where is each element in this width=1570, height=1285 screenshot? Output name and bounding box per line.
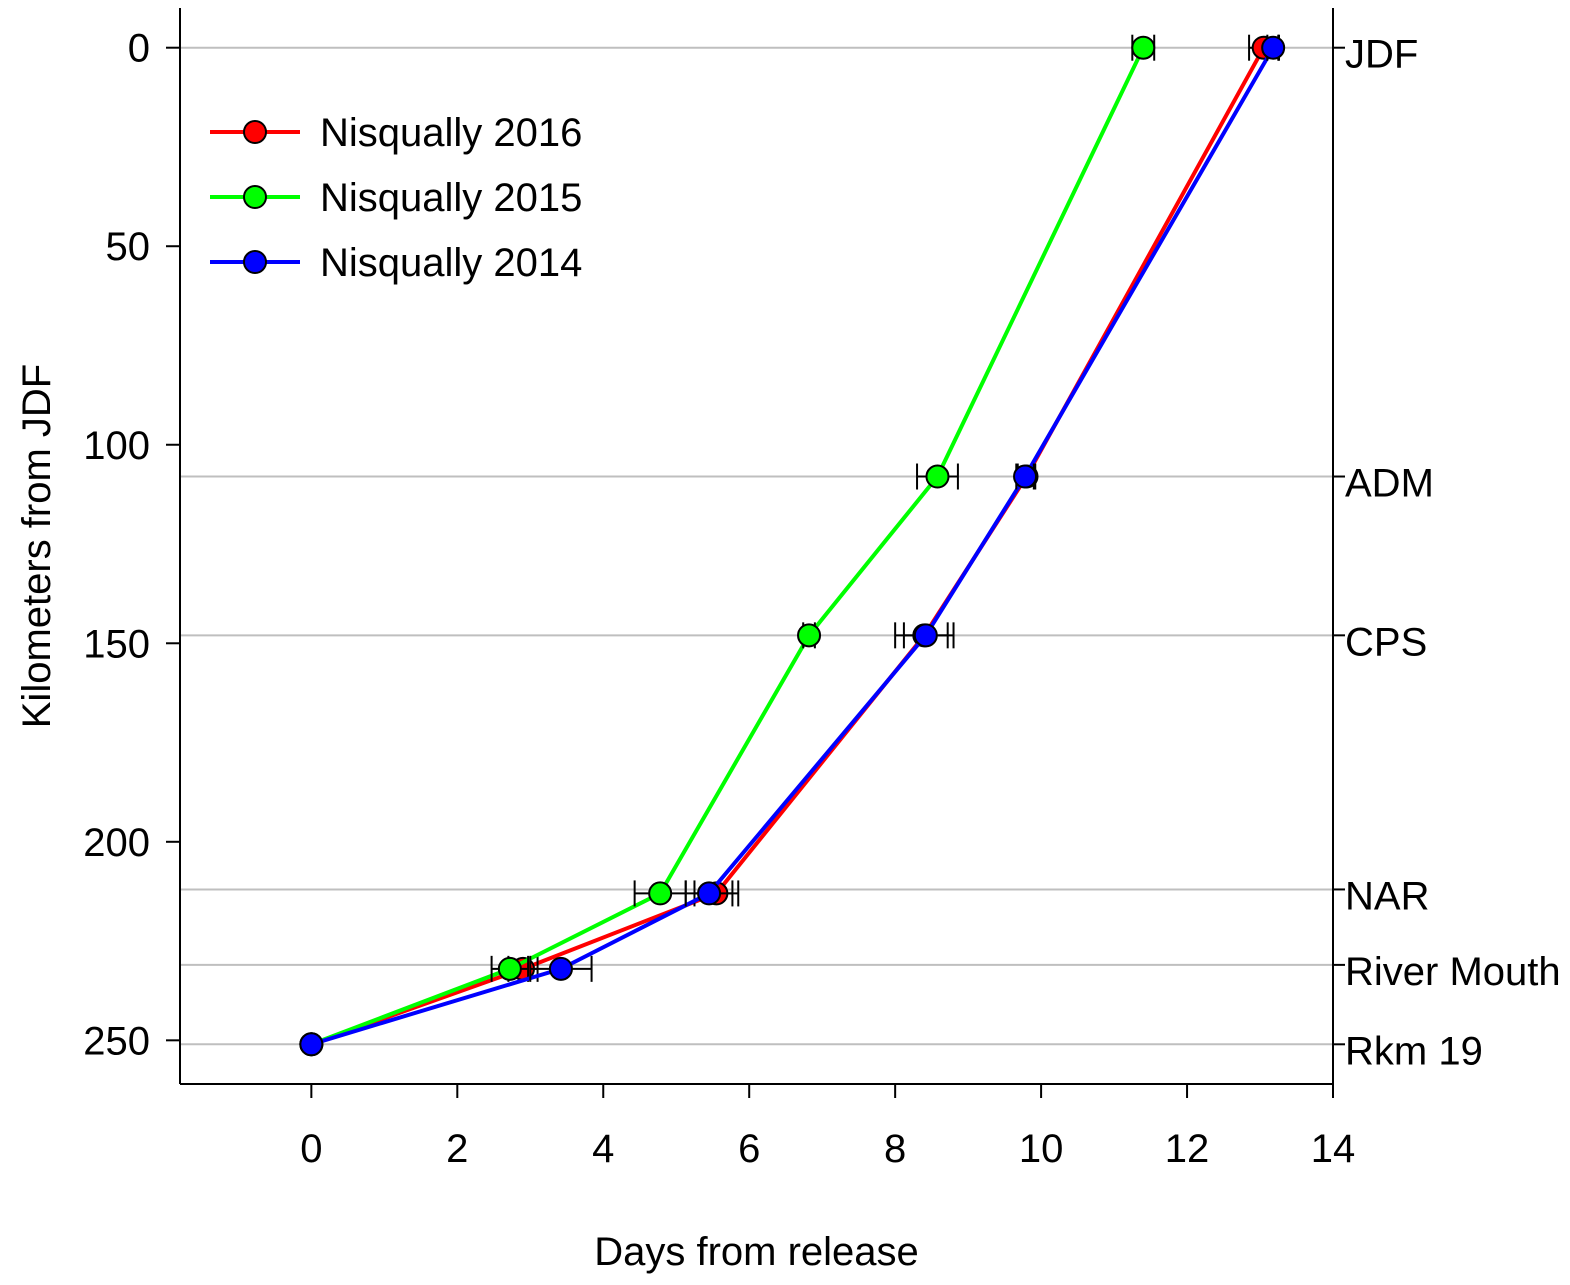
legend-marker-2 — [243, 250, 267, 274]
series-line-2 — [310, 46, 1275, 1047]
x-tick-label-14: 14 — [1311, 1127, 1356, 1171]
y-tick-label-0: 0 — [128, 27, 150, 71]
point-1-2 — [648, 881, 673, 906]
point-1-1 — [497, 956, 522, 981]
legend-label-0: Nisqually 2016 — [320, 111, 582, 155]
y-tick-label-250: 250 — [83, 1019, 150, 1063]
point-2-2 — [697, 881, 722, 906]
series-line-1 — [310, 46, 1146, 1047]
legend: Nisqually 2016 Nisqually 2015 Nisqually 20… — [210, 111, 582, 285]
y-axis-title: Kilometers from JDF — [15, 364, 59, 729]
point-1-4 — [925, 464, 950, 489]
x-tick-label-8: 8 — [884, 1127, 906, 1171]
legend-marker-1 — [243, 185, 267, 209]
point-2-0 — [299, 1032, 324, 1057]
legend-label-1: Nisqually 2015 — [320, 176, 582, 220]
y-tick-label-50: 50 — [106, 225, 151, 269]
legend-marker-0 — [243, 120, 267, 144]
station-label-5: Rkm 19 — [1345, 1029, 1483, 1073]
y-tick-label-150: 150 — [83, 622, 150, 666]
station-label-0: JDF — [1345, 33, 1418, 77]
point-2-1 — [548, 956, 573, 981]
station-label-1: ADM — [1345, 462, 1434, 506]
point-2-3 — [913, 623, 938, 648]
x-axis-title: Days from release — [594, 1230, 919, 1274]
x-tick-label-0: 0 — [300, 1127, 322, 1171]
x-tick-label-2: 2 — [446, 1127, 468, 1171]
x-tick-label-10: 10 — [1019, 1127, 1064, 1171]
station-label-2: CPS — [1345, 620, 1427, 664]
point-2-4 — [1013, 464, 1038, 489]
station-label-3: NAR — [1345, 874, 1429, 918]
series-1 — [299, 34, 1156, 1057]
series-2 — [299, 34, 1286, 1057]
y-tick-label-100: 100 — [83, 424, 150, 468]
point-1-5 — [1131, 35, 1156, 60]
legend-label-2: Nisqually 2014 — [320, 241, 582, 285]
x-tick-label-4: 4 — [592, 1127, 614, 1171]
station-label-4: River Mouth — [1345, 950, 1561, 994]
x-tick-label-6: 6 — [738, 1127, 760, 1171]
point-2-5 — [1261, 35, 1286, 60]
x-tick-label-12: 12 — [1165, 1127, 1210, 1171]
point-1-3 — [797, 623, 822, 648]
y-tick-label-200: 200 — [83, 821, 150, 865]
